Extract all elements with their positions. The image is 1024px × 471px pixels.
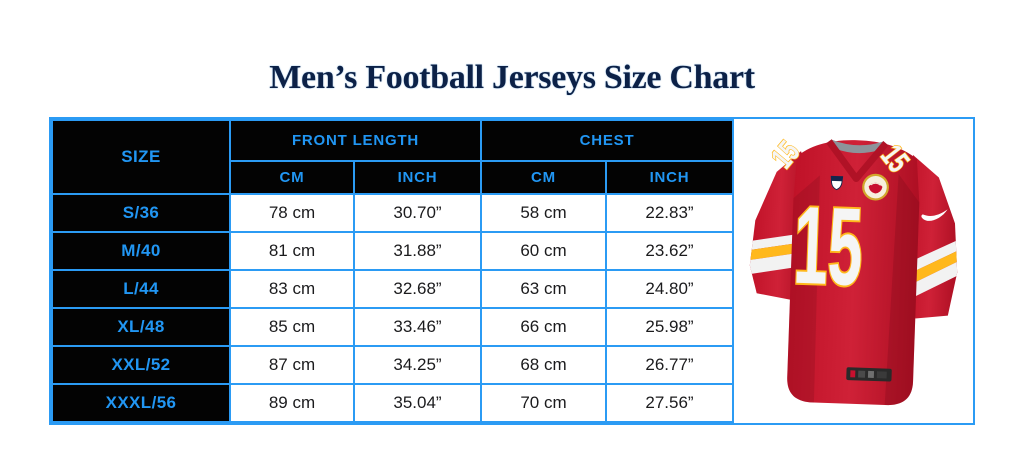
chest-inch-cell: 22.83” (605, 193, 734, 233)
chest-cm-cell: 68 cm (480, 345, 607, 385)
size-cell: XXXL/56 (51, 383, 231, 423)
column-header-chest-cm: CM (480, 160, 607, 195)
front-length-inch-cell: 35.04” (353, 383, 482, 423)
column-header-chest: CHEST (480, 119, 734, 162)
size-chart-panel: SIZE FRONT LENGTH CHEST CM INCH CM INCH … (49, 117, 975, 425)
chest-number: 15 (792, 184, 865, 309)
table-row: XXXL/56 89 cm 35.04” 70 cm 27.56” (51, 383, 734, 423)
chest-cm-cell: 70 cm (480, 383, 607, 423)
table-row: S/36 78 cm 30.70” 58 cm 22.83” (51, 193, 734, 233)
chest-inch-cell: 27.56” (605, 383, 734, 423)
chest-inch-cell: 24.80” (605, 269, 734, 309)
page-title: Men’s Football Jerseys Size Chart (269, 58, 755, 96)
front-length-inch-cell: 30.70” (353, 193, 482, 233)
size-chart-table: SIZE FRONT LENGTH CHEST CM INCH CM INCH … (51, 119, 734, 423)
table-row: XL/48 85 cm 33.46” 66 cm 25.98” (51, 307, 734, 347)
size-table-body: S/36 78 cm 30.70” 58 cm 22.83” M/40 81 cm 31.88… (51, 193, 734, 423)
column-header-front-inch: INCH (353, 160, 482, 195)
front-length-inch-cell: 31.88” (353, 231, 482, 271)
column-header-front-length: FRONT LENGTH (229, 119, 482, 162)
front-length-cm-cell: 85 cm (229, 307, 355, 347)
front-length-cm-cell: 89 cm (229, 383, 355, 423)
chest-cm-cell: 63 cm (480, 269, 607, 309)
jersey-collar-inner (830, 139, 885, 154)
size-cell: XXL/52 (51, 345, 231, 385)
size-cell: L/44 (51, 269, 231, 309)
size-cell: S/36 (51, 193, 231, 233)
jersey-vneck-trim (826, 139, 889, 183)
table-row: L/44 83 cm 32.68” 63 cm 24.80” (51, 269, 734, 309)
chest-cm-cell: 58 cm (480, 193, 607, 233)
column-header-front-cm: CM (229, 160, 355, 195)
chest-inch-cell: 26.77” (605, 345, 734, 385)
chest-inch-cell: 25.98” (605, 307, 734, 347)
front-length-cm-cell: 83 cm (229, 269, 355, 309)
front-length-cm-cell: 78 cm (229, 193, 355, 233)
front-length-inch-cell: 32.68” (353, 269, 482, 309)
jock-tag (846, 367, 892, 382)
header-row-groups: SIZE FRONT LENGTH CHEST (51, 119, 734, 195)
front-length-cm-cell: 87 cm (229, 345, 355, 385)
jersey-graphic: 15 15 15 (748, 134, 962, 406)
column-header-chest-inch: INCH (605, 160, 734, 195)
nfl-shield-icon (830, 175, 844, 191)
front-length-cm-cell: 81 cm (229, 231, 355, 271)
chest-cm-cell: 66 cm (480, 307, 607, 347)
jersey-torso (787, 140, 920, 406)
size-cell: XL/48 (51, 307, 231, 347)
size-cell: M/40 (51, 231, 231, 271)
column-header-size: SIZE (51, 119, 231, 195)
table-row: M/40 81 cm 31.88” 60 cm 23.62” (51, 231, 734, 271)
nike-swoosh-icon (921, 209, 948, 221)
jersey-image: 15 15 15 (734, 119, 973, 423)
chest-inch-cell: 23.62” (605, 231, 734, 271)
chest-cm-cell: 60 cm (480, 231, 607, 271)
table-row: XXL/52 87 cm 34.25” 68 cm 26.77” (51, 345, 734, 385)
front-length-inch-cell: 33.46” (353, 307, 482, 347)
front-length-inch-cell: 34.25” (353, 345, 482, 385)
chiefs-patch-icon (862, 173, 889, 201)
header-row-units: CM INCH CM INCH (52, 160, 734, 195)
